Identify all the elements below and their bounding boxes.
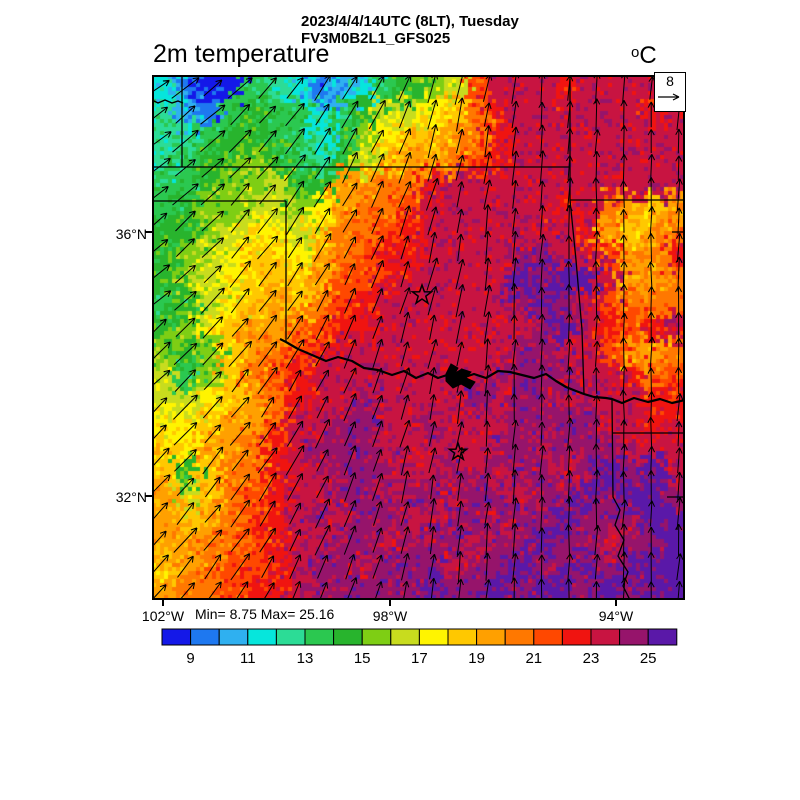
colorbar-segment (361, 628, 392, 646)
colorbar-segment (619, 628, 649, 646)
colorbar-segment (190, 628, 220, 646)
lat-label-32n: 32°N (115, 489, 147, 505)
unit-letter: C (639, 42, 657, 69)
colorbar-tick-label: 21 (525, 650, 542, 667)
colorbar-tick-label: 15 (354, 650, 371, 667)
lake-texoma-shape (445, 363, 476, 390)
map-frame (152, 75, 685, 600)
wind-reference-value: 8 (666, 73, 674, 89)
lon-label-98w: 98°W (372, 608, 408, 624)
colorbar-segment (304, 628, 335, 646)
state-border-line-2 (569, 167, 585, 395)
colorbar-segment (504, 628, 535, 646)
wind-reference-legend: 8 (654, 72, 686, 112)
wind-vector-field (152, 75, 684, 600)
arkansas-river-line (152, 99, 184, 104)
datetime-title: 2023/4/4/14UTC (8LT), Tuesday (301, 13, 519, 30)
colorbar-segment (561, 628, 592, 646)
colorbar-tick-label: 11 (240, 650, 256, 667)
lon-label-102w: 102°W (141, 608, 185, 624)
lat-tick-32n (145, 495, 152, 497)
colorbar-tick-label: 13 (297, 650, 314, 667)
colorbar-segment (275, 628, 306, 646)
colorbar-tick-label: 23 (583, 650, 600, 667)
colorbar-tick-label: 17 (411, 650, 428, 667)
colorbar-segment (533, 628, 563, 646)
lat-tick-36n (145, 231, 152, 233)
unit-degree-mark: o (631, 44, 640, 61)
colorbar-segment (390, 628, 420, 646)
state-border-line-8 (611, 398, 631, 600)
colorbar-tick-label: 19 (468, 650, 485, 667)
colorbar-segment (647, 628, 678, 646)
temperature-map (152, 75, 685, 600)
minmax-stats-label: Min= 8.75 Max= 25.16 (195, 606, 335, 622)
colorbar-tick-label: 9 (186, 650, 194, 667)
city-star-marker-0 (410, 282, 434, 305)
colorbar: 9 11 13 15 17 19 21 23 25 (161, 628, 678, 667)
variable-title: 2m temperature (153, 40, 330, 68)
colorbar-segment (447, 628, 478, 646)
wind-reference-arrow-icon (658, 93, 680, 101)
red-river-line (279, 338, 685, 405)
model-title: FV3M0B2L1_GFS025 (301, 30, 451, 47)
lon-tick-98w (389, 600, 391, 606)
colorbar-tick-label: 25 (640, 650, 657, 667)
lon-tick-94w (615, 600, 617, 606)
lon-tick-102w (162, 600, 164, 606)
colorbar-segment (590, 628, 621, 646)
city-star-marker-1 (447, 440, 469, 462)
colorbar-segment (418, 628, 449, 646)
map-overlay-svg (152, 75, 685, 600)
colorbar-segment (247, 628, 277, 646)
colorbar-segment (161, 628, 192, 646)
colorbar-segment (218, 628, 249, 646)
colorbar-segment (476, 628, 506, 646)
colorbar-segment (333, 628, 363, 646)
lon-label-94w: 94°W (598, 608, 634, 624)
lat-label-36n: 36°N (115, 226, 147, 242)
unit-label: oC (631, 42, 657, 70)
